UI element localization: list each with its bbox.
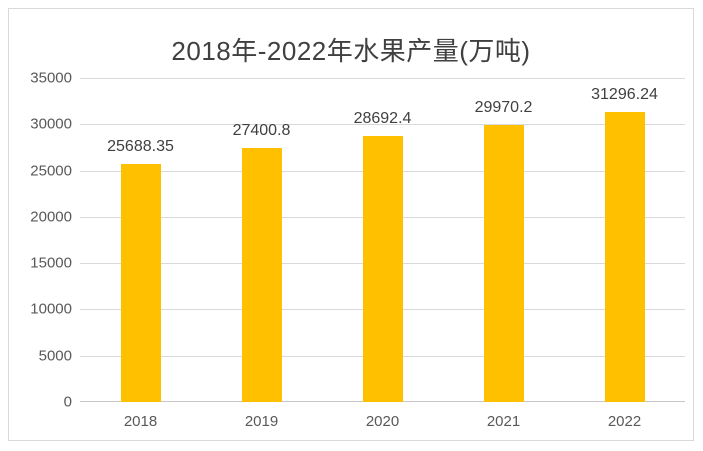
y-axis-label: 25000 — [30, 162, 72, 180]
bar-value-label: 31296.24 — [591, 86, 658, 103]
gridline — [80, 78, 685, 79]
x-axis-label: 2018 — [123, 413, 158, 430]
plot-area: 0 5000 10000 15000 20000 25000 30000 35000 2568… — [30, 71, 685, 429]
chart-title: 2018年-2022年水果产量(万吨) — [171, 36, 531, 66]
bar-2021 — [484, 125, 524, 402]
y-axis-label: 35000 — [30, 69, 72, 87]
y-axis-label: 0 — [63, 393, 72, 411]
gridline — [80, 124, 685, 125]
bar-2019 — [242, 148, 282, 402]
y-axis-label: 20000 — [30, 208, 72, 226]
bar-value-label: 27400.8 — [232, 122, 291, 139]
bar-2018 — [121, 164, 161, 402]
x-axis-label: 2020 — [365, 413, 400, 430]
x-axis-label: 2019 — [244, 413, 279, 430]
bar-value-label: 29970.2 — [474, 99, 533, 116]
bar-2022 — [605, 112, 645, 402]
y-axis-label: 10000 — [30, 300, 72, 318]
x-axis-label: 2022 — [607, 413, 642, 430]
bar-2020 — [363, 136, 403, 402]
bar-value-label: 28692.4 — [353, 110, 412, 127]
y-axis-label: 30000 — [30, 115, 72, 133]
y-axis-label: 15000 — [30, 254, 72, 272]
x-axis-label: 2021 — [486, 413, 521, 430]
bar-value-label: 25688.35 — [107, 138, 174, 155]
y-axis-label: 5000 — [38, 347, 72, 365]
